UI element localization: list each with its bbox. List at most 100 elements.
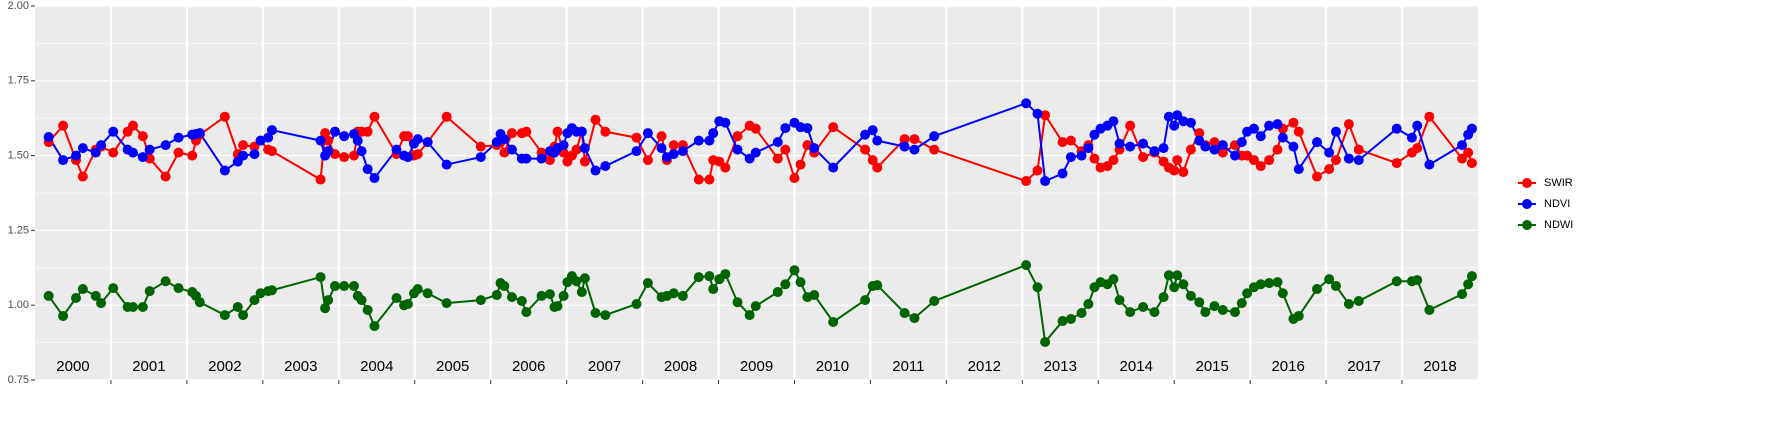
year-label: 2001 — [132, 358, 165, 375]
data-point — [1163, 111, 1174, 122]
data-point — [144, 144, 155, 155]
data-point — [58, 310, 69, 321]
data-point — [872, 135, 883, 146]
data-point — [1065, 152, 1076, 163]
data-point — [1138, 152, 1149, 163]
data-point — [1114, 138, 1125, 149]
year-label: 2011 — [892, 358, 924, 375]
data-point — [576, 287, 587, 298]
data-point — [194, 128, 205, 139]
data-point — [369, 173, 380, 184]
data-point — [356, 295, 367, 306]
data-point — [194, 297, 205, 308]
data-point — [744, 310, 755, 321]
data-point — [1158, 143, 1169, 154]
data-point — [732, 131, 743, 142]
data-point — [1065, 135, 1076, 146]
data-point — [255, 288, 266, 299]
data-point — [600, 126, 611, 137]
data-point — [1169, 165, 1180, 176]
data-point — [1021, 260, 1032, 271]
data-point — [1209, 137, 1220, 148]
data-point — [899, 307, 910, 318]
data-point — [1324, 164, 1335, 175]
legend-label: NDWI — [1544, 219, 1573, 231]
y-tick-label: 0.75 — [8, 374, 29, 386]
data-point — [1138, 138, 1149, 149]
data-point — [642, 155, 653, 166]
data-point — [720, 117, 731, 128]
data-point — [491, 290, 502, 301]
data-point — [356, 146, 367, 157]
data-point — [1353, 155, 1364, 166]
data-point — [579, 156, 590, 167]
data-point — [1158, 292, 1169, 303]
year-label: 2008 — [664, 358, 697, 375]
data-point — [422, 288, 433, 299]
data-point — [1185, 144, 1196, 155]
data-point — [499, 281, 510, 292]
data-point — [1057, 316, 1068, 327]
data-point — [677, 146, 688, 157]
data-point — [590, 165, 601, 176]
data-point — [266, 125, 277, 136]
data-point — [802, 123, 813, 134]
legend-marker — [1522, 199, 1532, 209]
data-point — [137, 301, 148, 312]
data-point — [1330, 155, 1341, 166]
data-point — [491, 137, 502, 148]
data-point — [521, 307, 532, 318]
data-point — [108, 283, 119, 294]
data-point — [238, 140, 249, 151]
data-point — [1178, 116, 1189, 127]
data-point — [1353, 144, 1364, 155]
year-label: 2003 — [284, 358, 317, 375]
data-point — [1264, 155, 1275, 166]
data-point — [238, 150, 249, 161]
data-point — [173, 147, 184, 158]
data-point — [77, 284, 88, 295]
data-point — [441, 159, 452, 170]
data-point — [600, 310, 611, 321]
data-point — [1288, 117, 1299, 128]
data-point — [1466, 158, 1477, 169]
data-point — [1032, 165, 1043, 176]
data-point — [263, 132, 274, 143]
data-point — [772, 137, 783, 148]
data-point — [704, 135, 715, 146]
data-point — [1293, 126, 1304, 137]
data-point — [1272, 119, 1283, 130]
data-point — [571, 276, 582, 287]
data-point — [1255, 279, 1266, 290]
data-point — [1021, 176, 1032, 187]
data-point — [323, 146, 334, 157]
year-label: 2002 — [208, 358, 241, 375]
data-point — [187, 150, 198, 161]
data-point — [1114, 295, 1125, 306]
data-point — [232, 301, 243, 312]
data-point — [1324, 147, 1335, 158]
data-point — [693, 272, 704, 283]
data-point — [929, 296, 940, 307]
data-point — [320, 303, 331, 314]
data-point — [58, 120, 69, 131]
data-point — [391, 293, 402, 304]
data-point — [571, 144, 582, 155]
data-point — [668, 288, 679, 299]
data-point — [1293, 164, 1304, 175]
data-point — [1424, 111, 1435, 122]
data-point — [552, 126, 563, 137]
data-point — [339, 131, 350, 142]
data-point — [795, 159, 806, 170]
data-point — [828, 316, 839, 327]
data-point — [1248, 155, 1259, 166]
data-point — [1032, 108, 1043, 119]
data-point — [1353, 296, 1364, 307]
data-point — [1466, 123, 1477, 134]
data-point — [809, 143, 820, 154]
data-point — [828, 162, 839, 173]
data-point — [1272, 277, 1283, 288]
data-point — [1391, 158, 1402, 169]
data-point — [1185, 290, 1196, 301]
data-point — [266, 146, 277, 157]
